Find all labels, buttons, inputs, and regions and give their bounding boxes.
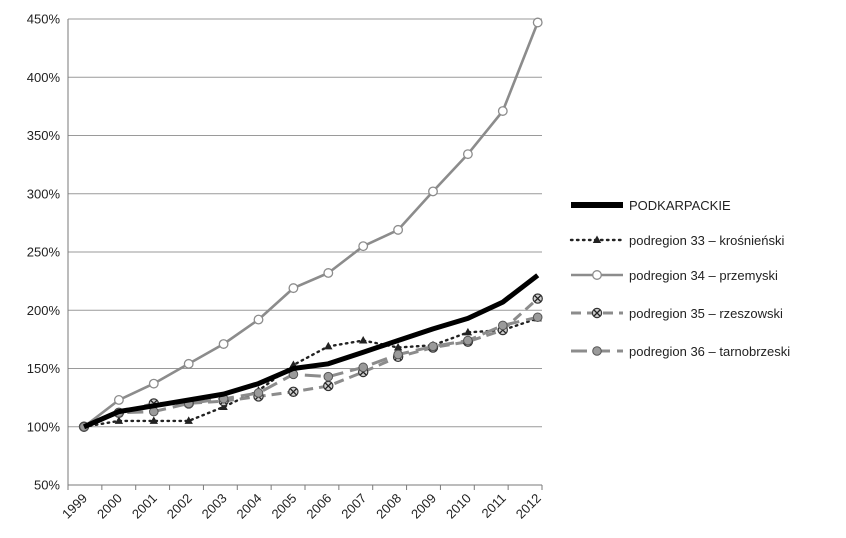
marker-cross bbox=[593, 309, 601, 317]
y-tick-label: 100% bbox=[27, 419, 61, 434]
data-point bbox=[253, 314, 264, 325]
x-tick-label: 2009 bbox=[408, 491, 439, 522]
x-tick-label: 2011 bbox=[479, 491, 509, 521]
legend-label: podregion 34 – przemyski bbox=[629, 268, 778, 283]
legend-marker bbox=[591, 307, 603, 319]
data-point bbox=[288, 386, 299, 397]
legend-item-0: PODKARPACKIE bbox=[571, 198, 731, 213]
data-point bbox=[288, 283, 299, 294]
x-tick-label: 2004 bbox=[234, 491, 265, 522]
data-point bbox=[218, 339, 229, 349]
marker-cross bbox=[289, 388, 297, 396]
data-point bbox=[358, 362, 369, 373]
x-tick-label: 2003 bbox=[199, 491, 230, 522]
data-point bbox=[463, 335, 473, 346]
y-tick-label: 50% bbox=[34, 478, 60, 493]
data-point bbox=[184, 416, 193, 424]
grid-lines bbox=[68, 18, 542, 486]
y-tick-label: 200% bbox=[27, 303, 61, 318]
data-point bbox=[149, 416, 158, 424]
series-line bbox=[82, 317, 539, 428]
x-tick-label: 2001 bbox=[129, 491, 160, 522]
legend-item-1: podregion 33 – krośnieński bbox=[569, 233, 784, 248]
x-tick-label: 2005 bbox=[268, 491, 299, 522]
data-point bbox=[463, 327, 473, 336]
y-tick-label: 350% bbox=[27, 128, 61, 143]
x-tick-label: 2006 bbox=[303, 491, 334, 522]
x-tick-label: 2012 bbox=[513, 491, 544, 522]
data-point bbox=[497, 106, 508, 116]
data-point bbox=[359, 336, 368, 344]
legend-marker bbox=[592, 270, 602, 280]
data-point bbox=[253, 388, 264, 398]
data-point bbox=[324, 341, 333, 350]
data-point bbox=[428, 341, 438, 352]
y-tick-label: 150% bbox=[27, 361, 61, 376]
data-point bbox=[393, 224, 404, 235]
legend-item-3: podregion 35 – rzeszowski bbox=[571, 306, 783, 321]
marker-cross bbox=[534, 295, 542, 303]
y-axis: 50% 100% 150% 200% 250% 300% 350% 400% 450% bbox=[27, 12, 69, 493]
data-point bbox=[323, 268, 334, 278]
x-tick-label: 1999 bbox=[59, 491, 90, 522]
legend-item-2: podregion 34 – przemyski bbox=[571, 268, 778, 283]
legend: PODKARPACKIE podregion 33 – krośnieński po… bbox=[569, 198, 790, 359]
data-point bbox=[323, 371, 334, 382]
legend-label: PODKARPACKIE bbox=[629, 198, 731, 213]
y-tick-label: 450% bbox=[27, 12, 61, 27]
series-line bbox=[83, 315, 539, 429]
x-axis: 1999 2000 2001 2002 2003 2004 2005 2006 2007 2008… bbox=[59, 484, 544, 522]
y-tick-label: 300% bbox=[27, 186, 61, 201]
legend-label: podregion 33 – krośnieński bbox=[629, 233, 784, 248]
data-point bbox=[532, 293, 543, 304]
legend-marker bbox=[592, 235, 602, 243]
data-point bbox=[532, 312, 543, 323]
legend-marker bbox=[592, 346, 602, 356]
series-4 bbox=[79, 312, 543, 432]
series-line bbox=[83, 22, 539, 428]
data-point bbox=[393, 349, 403, 360]
data-point bbox=[462, 149, 473, 160]
y-tick-label: 400% bbox=[27, 70, 61, 85]
x-tick-label: 2008 bbox=[373, 491, 404, 522]
legend-label: podregion 35 – rzeszowski bbox=[629, 306, 783, 321]
data-point bbox=[358, 241, 369, 252]
data-point bbox=[148, 378, 159, 389]
series-2 bbox=[79, 17, 543, 432]
data-point bbox=[114, 416, 124, 424]
plot-area bbox=[78, 17, 543, 432]
data-point bbox=[323, 380, 334, 392]
x-tick-label: 2000 bbox=[94, 491, 125, 522]
data-point bbox=[393, 343, 403, 351]
data-point bbox=[183, 358, 194, 369]
marker-cross bbox=[324, 382, 332, 390]
x-tick-label: 2010 bbox=[443, 491, 474, 522]
data-point bbox=[113, 395, 124, 405]
series-line bbox=[83, 273, 540, 430]
data-point bbox=[498, 320, 508, 331]
legend-label: podregion 36 – tarnobrzeski bbox=[629, 344, 790, 359]
x-tick-label: 2007 bbox=[338, 491, 369, 522]
x-tick-label: 2002 bbox=[164, 491, 195, 522]
data-point bbox=[428, 186, 438, 197]
legend-item-4: podregion 36 – tarnobrzeski bbox=[571, 344, 790, 359]
series-0 bbox=[83, 273, 540, 430]
y-tick-label: 250% bbox=[27, 245, 61, 260]
data-point bbox=[532, 17, 543, 28]
